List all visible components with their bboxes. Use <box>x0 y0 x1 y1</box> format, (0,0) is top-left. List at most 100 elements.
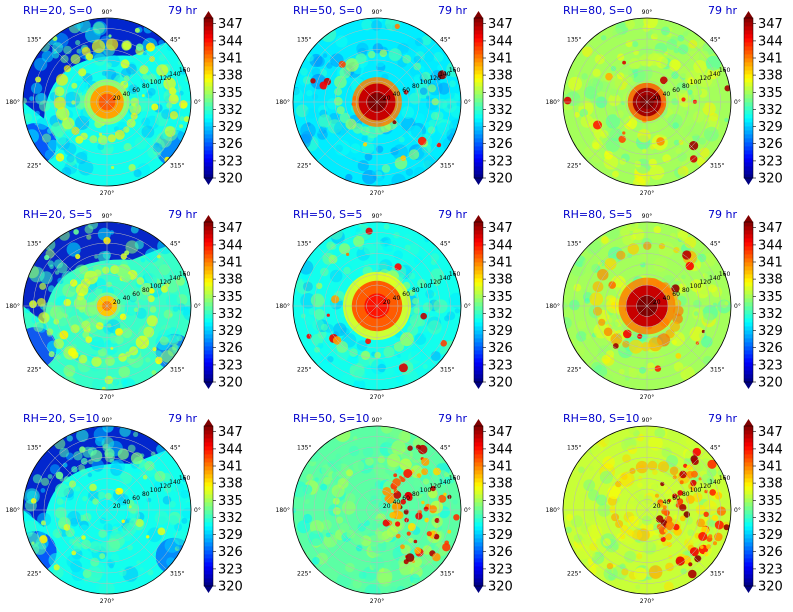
angle-tick-label: 270° <box>370 394 384 401</box>
radial-tick-label: 20 <box>653 299 661 306</box>
colorbar-segment <box>474 306 483 311</box>
rainband-cell <box>135 335 150 349</box>
convective-cell <box>365 338 371 345</box>
field-texture <box>159 336 169 346</box>
colorbar-segment <box>204 250 213 255</box>
field-texture <box>422 364 428 369</box>
convective-cell <box>71 100 76 105</box>
field-texture <box>588 465 594 471</box>
colorbar-segment <box>474 98 483 103</box>
colorbar-segment <box>204 354 213 359</box>
rainband-cell <box>374 351 381 359</box>
colorbar-tick-label: 335 <box>218 494 243 509</box>
panel-title: RH=20, S=0 <box>23 4 93 17</box>
radial-tick-label: 140 <box>709 479 721 486</box>
colorbar-segment <box>744 266 753 271</box>
colorbar-segment <box>744 298 753 303</box>
rainband-cell <box>669 466 679 476</box>
colorbar-segment <box>744 374 753 379</box>
convective-cell <box>81 320 91 330</box>
time-label: 79 hr <box>168 4 197 17</box>
colorbar-tick-label: 329 <box>758 120 783 135</box>
panel-title: RH=80, S=10 <box>563 412 640 425</box>
colorbar-segment <box>744 538 753 543</box>
colorbar-segment <box>474 274 483 279</box>
colorbar-segment <box>204 174 213 179</box>
colorbar-segment <box>474 538 483 543</box>
rainband-cell <box>631 529 643 540</box>
colorbar-segment <box>474 174 483 179</box>
field-texture <box>661 447 672 458</box>
colorbar-segment <box>744 142 753 147</box>
colorbar-segment <box>204 330 213 335</box>
colorbar-segment <box>204 46 213 51</box>
convective-cell <box>392 120 397 125</box>
colorbar-segment <box>474 114 483 119</box>
field-texture <box>636 553 643 560</box>
colorbar-segment <box>744 550 753 555</box>
field-texture <box>114 477 124 487</box>
rainband-cell <box>643 241 652 250</box>
field-texture <box>697 279 713 295</box>
convective-cell <box>400 155 407 161</box>
colorbar-tick-label: 326 <box>758 545 783 560</box>
angular-gridline <box>317 246 378 307</box>
rainband-cell <box>53 96 66 110</box>
colorbar-segment <box>744 478 753 483</box>
convective-cell <box>70 324 80 334</box>
colorbar-segment <box>204 566 213 571</box>
colorbar-segment <box>744 458 753 463</box>
colorbar-segment <box>204 514 213 519</box>
convective-cell <box>447 529 452 534</box>
colorbar-segment <box>204 570 213 575</box>
field-texture <box>326 241 335 251</box>
convective-cell <box>73 229 79 235</box>
colorbar-segment <box>474 86 483 91</box>
colorbar-segment <box>204 122 213 127</box>
field-texture <box>437 64 444 71</box>
time-label: 79 hr <box>708 4 737 17</box>
convective-cell <box>157 527 166 536</box>
field-texture <box>433 51 444 63</box>
field-texture <box>583 479 596 492</box>
colorbar-segment <box>204 522 213 527</box>
rainband-cell <box>106 38 119 51</box>
rainband-cell <box>168 94 179 105</box>
field-texture <box>581 73 588 80</box>
field-texture <box>376 176 385 185</box>
field-texture <box>573 345 585 357</box>
convective-cell <box>685 261 694 271</box>
rainband-cell <box>615 480 622 488</box>
rainband-cell <box>622 340 630 348</box>
colorbar-segment <box>204 342 213 347</box>
convective-cell <box>679 480 684 485</box>
colorbar-segment <box>744 338 753 343</box>
convective-cell <box>395 521 401 527</box>
convective-cell <box>681 97 686 102</box>
angle-tick-label: 45° <box>710 241 721 248</box>
rainband-cell <box>156 64 169 77</box>
colorbar-segment <box>474 338 483 343</box>
field-texture <box>23 113 33 123</box>
radial-tick-label: 80 <box>142 287 150 294</box>
field-texture <box>600 130 609 139</box>
convective-cell <box>694 555 702 563</box>
colorbar-segment <box>744 526 753 531</box>
polar-frame <box>292 425 462 595</box>
field-texture <box>161 109 172 120</box>
colorbar-segment <box>204 18 213 23</box>
field-texture <box>303 281 313 292</box>
field-texture <box>128 84 139 95</box>
colorbar-segment <box>744 170 753 175</box>
field-texture <box>56 262 68 274</box>
field-texture <box>574 544 591 560</box>
field-texture <box>127 444 136 453</box>
rainband-cell <box>71 126 80 135</box>
radial-tick-label: 40 <box>393 295 401 302</box>
angle-tick-label: 270° <box>640 598 654 605</box>
colorbar-tick-label: 335 <box>488 290 513 305</box>
rainband-cell <box>692 492 703 503</box>
colorbar-tick-label: 335 <box>218 290 243 305</box>
